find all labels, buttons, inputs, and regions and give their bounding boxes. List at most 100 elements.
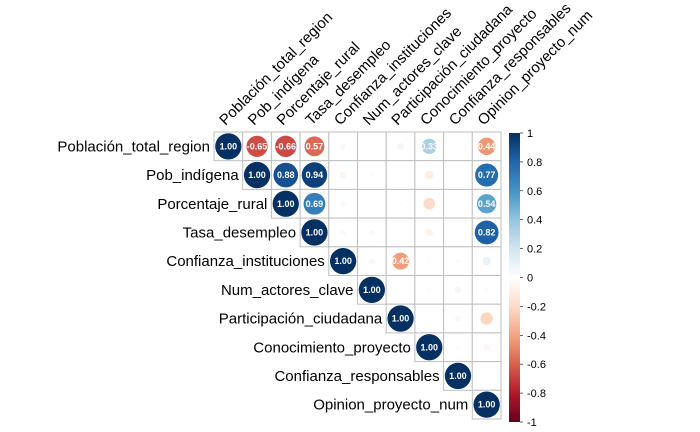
- correlation-circle: [301, 219, 328, 246]
- correlation-value-label: 0.54: [478, 199, 496, 209]
- correlation-circle: [358, 276, 385, 303]
- row-label: Confianza_responsables: [274, 368, 439, 385]
- correlation-circle: [423, 197, 436, 210]
- colorbar-tick-label: 0.4: [527, 215, 542, 227]
- correlation-circle: [397, 143, 404, 150]
- colorbar-tick-label: 0: [527, 273, 533, 285]
- correlation-circle: [475, 163, 499, 187]
- colorbar-tick-label: -0.6: [527, 359, 546, 371]
- row-label: Población_total_region: [57, 138, 210, 155]
- colorbar-tick-label: 0.2: [527, 244, 542, 256]
- row-label: Pob_indígena: [146, 167, 239, 184]
- colorbar-tick-label: -0.2: [527, 301, 546, 313]
- correlation-circle: [427, 259, 432, 264]
- colorbar-legend: 1 0.8 0.6 0.4 0.2 0 -0.2 -0.4 -0.6 -0.8 -1: [509, 128, 546, 429]
- correlation-value-label: 1.00: [363, 285, 381, 295]
- correlation-circle: [425, 228, 433, 237]
- correlation-circle: [482, 256, 491, 266]
- correlation-circle: [425, 170, 434, 180]
- correlation-value-label: 0.77: [478, 170, 496, 180]
- correlation-circle: [339, 171, 347, 179]
- correlation-value-label: 1.00: [306, 227, 324, 237]
- correlation-circle: [303, 192, 326, 215]
- colorbar-tick-label: 0.8: [527, 157, 542, 169]
- correlation-circle: [273, 162, 299, 188]
- correlation-circle: [398, 230, 403, 235]
- row-labels: Población_total_region Pob_indígena Porcen…: [57, 138, 468, 413]
- correlation-circle: [392, 252, 410, 270]
- correlation-circle: [340, 143, 347, 150]
- correlation-value-label: -0.65: [247, 141, 268, 151]
- correlation-circle: [368, 229, 375, 236]
- correlation-value-label: 0.88: [277, 170, 295, 180]
- correlation-value-label: 0.42: [392, 256, 410, 266]
- correlation-circle: [416, 334, 443, 361]
- correlation-circle: [455, 315, 461, 322]
- row-label: Tasa_desempleo: [183, 224, 296, 241]
- matrix-cell: [471, 361, 502, 391]
- correlation-circle: [484, 287, 489, 292]
- correlation-circle: [477, 137, 496, 156]
- colorbar-tick-label: 1: [527, 128, 533, 140]
- correlation-circle: [246, 135, 268, 157]
- correlation-circle: [301, 162, 328, 188]
- correlation-value-label: 0.94: [306, 170, 324, 180]
- correlation-circle: [370, 145, 374, 148]
- correlation-circle: [474, 220, 499, 245]
- correlation-value-label: 1.00: [248, 170, 266, 180]
- correlation-circle: [215, 133, 242, 160]
- colorbar-tick-label: 0.6: [527, 186, 542, 198]
- colorbar-gradient: [509, 133, 520, 422]
- column-label: Confianza_responsables: [446, 0, 575, 129]
- correlation-circle: [330, 248, 357, 275]
- correlation-circle: [455, 258, 461, 264]
- correlation-value-label: 1.00: [449, 371, 467, 381]
- row-label: Confianza_instituciones: [166, 253, 324, 270]
- correlation-circle: [272, 190, 299, 217]
- correlation-value-label: 1.00: [220, 141, 238, 151]
- correlation-value-label: 0.57: [306, 141, 324, 151]
- correlation-circle: [370, 202, 374, 206]
- matrix-grid: 1.00 -0.65 -0.66 0.57 0.33 0.44 1.00 0.88 0.94 0.…: [213, 131, 502, 420]
- correlation-circle: [368, 258, 375, 265]
- correlation-circle: [387, 305, 414, 332]
- correlation-value-label: 1.00: [392, 314, 410, 324]
- matrix-cell: [443, 160, 473, 190]
- row-label: Num_actores_clave: [221, 282, 354, 299]
- matrix-cell: [385, 160, 416, 190]
- correlation-value-label: 0.82: [478, 227, 496, 237]
- row-label: Opinion_proyecto_num: [313, 397, 468, 414]
- correlation-value-label: 1.00: [420, 342, 438, 352]
- matrix-cell: [443, 131, 473, 162]
- matrix-cell: [443, 217, 473, 248]
- correlation-value-label: 1.00: [277, 199, 295, 209]
- row-label: Porcentaje_rural: [157, 196, 267, 213]
- correlation-circle: [369, 173, 374, 177]
- correlation-circle: [483, 344, 490, 351]
- correlation-circle: [454, 286, 462, 294]
- correlation-circle: [427, 287, 432, 292]
- correlation-value-label: -0.66: [275, 141, 296, 151]
- matrix-cell: [471, 303, 502, 334]
- row-label: Participación_ciudadana: [219, 311, 383, 328]
- correlation-circle: [473, 391, 500, 418]
- correlation-circle: [340, 200, 347, 207]
- colorbar-tick-label: -1: [527, 417, 537, 429]
- row-label: Conocimiento_proyecto: [253, 339, 411, 356]
- correlation-circle: [456, 345, 460, 350]
- colorbar-tick-label: -0.4: [527, 330, 546, 342]
- correlation-circle: [340, 229, 346, 236]
- correlation-circle: [304, 136, 325, 157]
- colorbar-tick-label: -0.8: [527, 388, 546, 400]
- correlation-value-label: 0.44: [478, 141, 496, 151]
- correlation-circle: [398, 287, 403, 292]
- matrix-cell: [443, 188, 473, 219]
- column-labels: Población_total_regionPob_indígenaPorcen…: [216, 0, 596, 129]
- correlation-value-label: 0.69: [306, 199, 324, 209]
- correlation-value-label: 1.00: [334, 256, 352, 266]
- correlation-circle: [398, 201, 403, 206]
- correlation-circle: [444, 362, 472, 390]
- correlation-circle: [275, 135, 297, 158]
- matrix-cell: [414, 303, 445, 334]
